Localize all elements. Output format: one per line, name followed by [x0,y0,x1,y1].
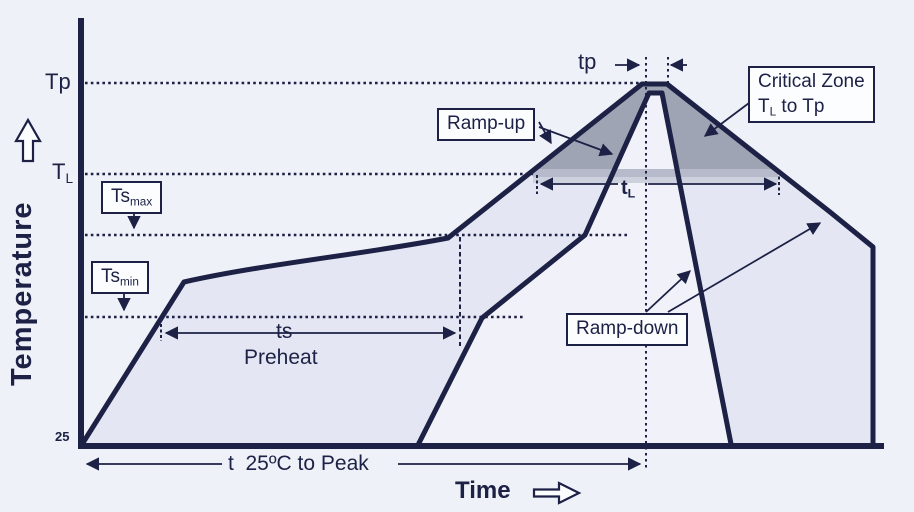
rampup-box: Ramp-up [437,108,536,141]
lower-profile-curve [415,90,734,447]
y-axis-line [78,18,84,449]
preheat-label: Preheat [244,346,318,369]
critical-zone-line1: Critical Zone [758,71,865,92]
tsmax-box: Tsmax [101,181,163,214]
y-axis-title: Temperature [6,201,38,387]
tick-tl: TL [52,159,74,186]
tick-origin-25: 25 [55,429,70,444]
tl-duration-label: tL [621,177,636,201]
tick-tp: Tp [45,69,71,94]
tsmin-box: Tsmin [91,261,149,294]
rampup-pointer-arrows [538,121,614,157]
liquidus-light-band [533,177,778,183]
t-25c-to-peak-label: t 25ºC to Peak [228,452,369,475]
x-axis-title: Time [455,477,511,504]
rampdown-box: Ramp-down [566,313,689,346]
x-axis-line [78,443,884,449]
rampdown-pointer-arrows [645,222,822,313]
upper-profile-curve [78,81,876,448]
critical-zone-line2: TL to Tp [758,95,825,118]
tp-duration-label: tp [578,49,597,74]
critical-zone-box: Critical Zone TL to Tp [748,66,875,124]
time-right-arrow-icon [532,481,582,505]
critical-zone-pointer-arrow [703,102,750,137]
ts-duration-label: ts [276,320,293,343]
temperature-up-arrow-icon [14,117,42,163]
liquidus-gray-band [533,169,778,177]
